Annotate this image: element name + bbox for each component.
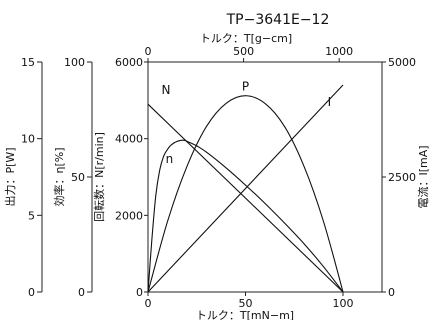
bottom-axis-title: トルク：T[mN−m]: [196, 309, 294, 320]
x-tick-label-gcm: 0: [145, 45, 152, 58]
series-I-label: I: [328, 95, 332, 109]
output-tick-label: 10: [21, 133, 35, 146]
current-tick-label: 2500: [388, 171, 416, 184]
speed-tick-label: 0: [136, 286, 143, 299]
efficiency-tick-label: 50: [71, 171, 85, 184]
series-n-line: [147, 139, 344, 293]
efficiency-tick-label: 0: [78, 286, 85, 299]
chart-title: TP−3641E−12: [226, 12, 330, 28]
top-axis-title: トルク：T[g−cm]: [200, 32, 292, 45]
efficiency-tick-label: 100: [64, 56, 85, 69]
output-tick-label: 5: [28, 209, 35, 222]
output-axis-title: 出力：P[W]: [3, 147, 17, 206]
output-tick-label: 0: [28, 286, 35, 299]
speed-axis-title: 回転数：N[r/min]: [93, 132, 106, 222]
series-group: N I Pn: [147, 80, 344, 293]
current-tick-label: 5000: [388, 56, 416, 69]
speed-tick-label: 2000: [115, 209, 143, 222]
output-tick-label: 15: [21, 56, 35, 69]
x-tick-label-mnm: 100: [333, 297, 354, 310]
current-axis-title: 電流：I[mA]: [416, 145, 429, 208]
speed-tick-label: 4000: [115, 133, 143, 146]
speed-tick-label: 6000: [115, 56, 143, 69]
series-N-line: [147, 103, 344, 293]
efficiency-axis-title: 効率：η[%]: [52, 147, 66, 206]
current-tick-label: 0: [388, 286, 395, 299]
series-P-label: P: [242, 80, 249, 94]
x-tick-label-gcm: 1000: [325, 45, 353, 58]
series-n-label: n: [166, 152, 174, 166]
series-P-line: [147, 95, 344, 293]
x-tick-label-gcm: 500: [233, 45, 254, 58]
x-tick-label-mnm: 50: [239, 297, 253, 310]
x-tick-label-mnm: 0: [145, 297, 152, 310]
series-I-line: [147, 84, 344, 293]
tick-group: 0 50 1000 500 100002000400060000250050000510…: [21, 45, 416, 310]
series-N-label: N: [162, 83, 171, 97]
